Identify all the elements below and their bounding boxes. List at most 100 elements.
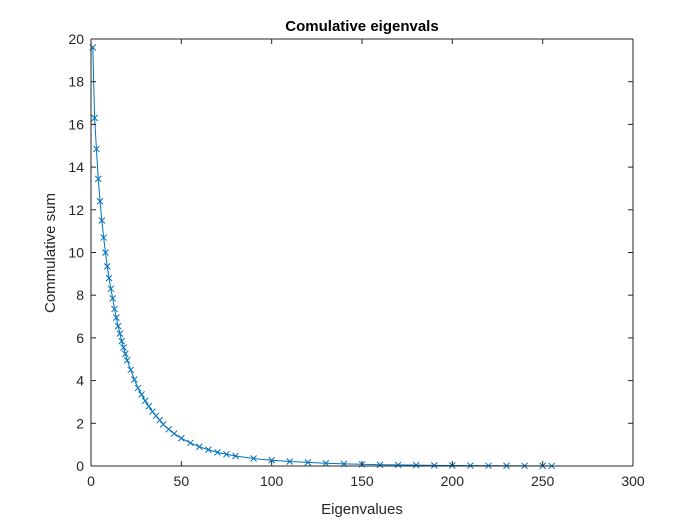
marker-stroke	[94, 175, 102, 183]
data-point-marker	[286, 458, 294, 465]
y-tick-label: 18	[68, 74, 84, 90]
data-point-marker	[109, 295, 117, 302]
data-point-marker	[187, 439, 194, 447]
data-point-marker	[430, 462, 438, 469]
axes-layer: 0 50 100 150 200 250 300 0 2 4 6 8 10 12 14 16 18 20	[68, 31, 644, 489]
series-layer	[89, 44, 556, 470]
marker-stroke	[141, 397, 149, 405]
marker-stroke	[286, 458, 294, 465]
marker-stroke	[145, 402, 153, 410]
y-tick-label: 16	[68, 116, 84, 132]
data-point-marker	[94, 175, 102, 183]
marker-stroke	[223, 450, 230, 458]
data-point-marker	[214, 448, 221, 456]
data-point-marker	[107, 285, 115, 293]
data-point-marker	[223, 450, 230, 458]
data-point-marker	[93, 145, 100, 153]
marker-stroke	[120, 344, 127, 351]
data-point-marker	[412, 461, 420, 469]
y-tick-label: 4	[76, 373, 84, 389]
data-point-marker	[121, 350, 129, 358]
y-tick-label: 2	[76, 415, 84, 431]
marker-stroke	[98, 217, 106, 224]
data-point-marker	[159, 421, 167, 428]
marker-stroke	[205, 446, 212, 454]
marker-stroke	[322, 459, 330, 467]
data-point-marker	[322, 459, 330, 467]
data-point-marker	[134, 384, 142, 392]
marker-stroke	[112, 314, 120, 321]
marker-stroke	[412, 461, 420, 469]
data-point-marker	[105, 274, 113, 282]
y-tick-label: 12	[68, 202, 84, 218]
data-point-marker	[376, 461, 384, 469]
data-point-marker	[141, 397, 149, 405]
marker-stroke	[187, 439, 194, 447]
data-point-marker	[165, 425, 173, 433]
marker-stroke	[91, 114, 98, 122]
marker-stroke	[152, 412, 160, 420]
marker-stroke	[114, 322, 122, 330]
data-point-marker	[98, 217, 106, 224]
marker-stroke	[138, 391, 145, 398]
marker-stroke	[149, 408, 156, 415]
x-tick-label: 0	[87, 473, 95, 489]
marker-stroke	[165, 425, 173, 433]
data-point-marker	[116, 330, 124, 337]
data-point-marker	[91, 114, 98, 122]
x-axis-label: Eigenvalues	[321, 501, 403, 518]
marker-stroke	[121, 350, 129, 358]
y-tick-label: 14	[68, 159, 84, 175]
marker-stroke	[250, 455, 257, 462]
y-tick-label: 8	[76, 287, 84, 303]
marker-stroke	[131, 376, 138, 383]
y-tick-label: 0	[76, 458, 84, 474]
marker-stroke	[102, 249, 109, 256]
marker-stroke	[123, 356, 131, 364]
marker-stroke	[93, 145, 100, 153]
chart-title: Comulative eigenvals	[285, 18, 438, 35]
marker-stroke	[394, 461, 402, 469]
data-point-marker	[131, 376, 138, 383]
marker-stroke	[127, 366, 135, 374]
x-tick-label: 200	[441, 473, 465, 489]
data-point-marker	[268, 456, 276, 464]
data-point-marker	[118, 337, 126, 345]
data-point-marker	[114, 322, 122, 330]
marker-stroke	[96, 197, 104, 205]
marker-stroke	[232, 452, 239, 460]
marker-stroke	[159, 421, 167, 428]
marker-stroke	[268, 456, 276, 464]
marker-stroke	[118, 337, 126, 345]
marker-stroke	[103, 263, 111, 270]
y-tick-label: 20	[68, 31, 84, 47]
data-point-marker	[170, 430, 178, 437]
data-point-marker	[120, 344, 127, 351]
marker-stroke	[107, 285, 115, 293]
y-tick-label: 6	[76, 330, 84, 346]
data-point-marker	[96, 197, 104, 205]
data-point-marker	[304, 459, 312, 466]
data-point-marker	[196, 443, 203, 451]
marker-stroke	[111, 305, 118, 313]
data-point-marker	[145, 402, 153, 410]
marker-stroke	[177, 434, 185, 442]
marker-stroke	[214, 448, 221, 456]
marker-stroke	[156, 416, 164, 424]
marker-stroke	[134, 384, 142, 392]
x-tick-label: 100	[260, 473, 284, 489]
x-tick-label: 300	[621, 473, 645, 489]
marker-stroke	[196, 443, 203, 451]
marker-stroke	[376, 461, 384, 469]
x-tick-label: 250	[531, 473, 555, 489]
marker-stroke	[100, 234, 108, 241]
marker-stroke	[109, 295, 117, 302]
data-point-marker	[205, 446, 212, 454]
data-point-marker	[250, 455, 257, 462]
data-point-marker	[232, 452, 239, 460]
y-axis-label: Commulative sum	[42, 193, 59, 313]
marker-stroke	[304, 459, 312, 466]
data-point-marker	[112, 314, 120, 321]
data-point-marker	[127, 366, 135, 374]
